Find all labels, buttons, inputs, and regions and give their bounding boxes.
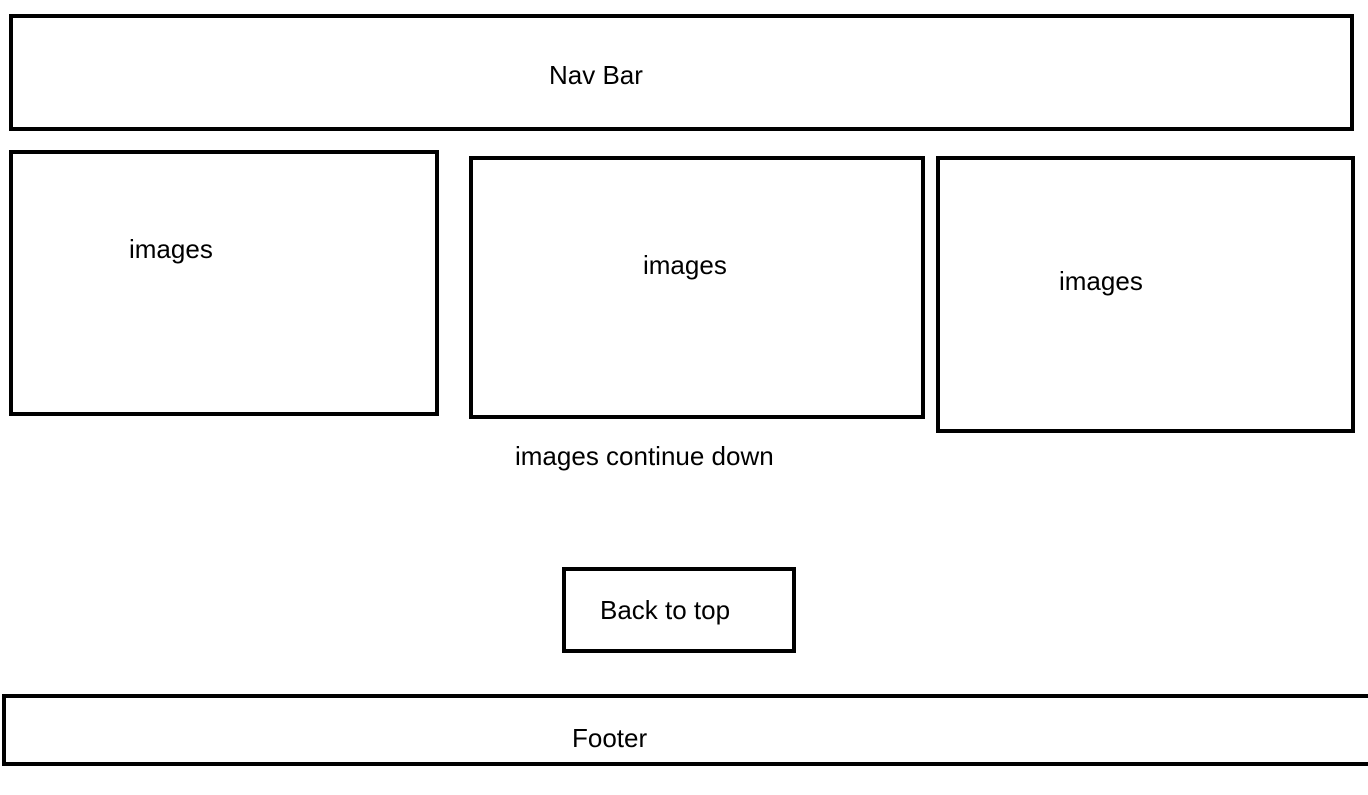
footer: Footer bbox=[2, 694, 1368, 766]
footer-label: Footer bbox=[572, 723, 648, 753]
images-continue-caption: images continue down bbox=[515, 441, 774, 471]
back-to-top-label: Back to top bbox=[600, 595, 731, 625]
image-placeholder-label: images bbox=[129, 234, 213, 264]
image-placeholder: images bbox=[9, 150, 439, 416]
nav-bar: Nav Bar bbox=[9, 14, 1354, 131]
image-placeholder-label: images bbox=[1059, 266, 1143, 296]
image-placeholder-label: images bbox=[643, 250, 727, 280]
nav-bar-label: Nav Bar bbox=[549, 60, 643, 90]
back-to-top-button[interactable]: Back to top bbox=[562, 567, 796, 653]
image-placeholder: images bbox=[936, 156, 1355, 433]
image-placeholder: images bbox=[469, 156, 925, 419]
